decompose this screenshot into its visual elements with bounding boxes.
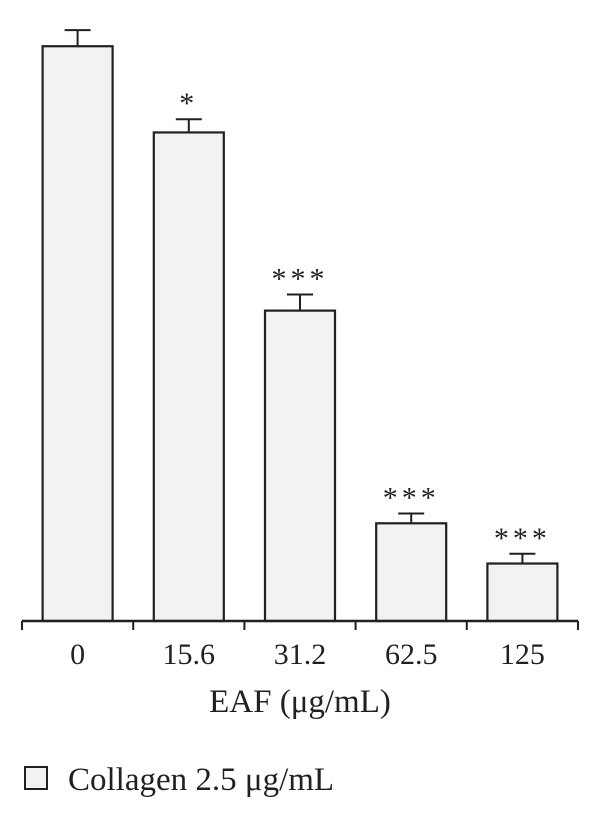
x-tick-label-31.2: 31.2 <box>274 638 327 671</box>
bar-62.5 <box>375 522 448 623</box>
error-bar-15.6 <box>175 118 202 133</box>
bar-15.6 <box>152 131 225 623</box>
significance-label-31.2: *** <box>272 263 329 296</box>
bar-31.2 <box>263 309 337 623</box>
x-tick-label-15.6: 15.6 <box>163 638 216 671</box>
error-bar-125 <box>509 552 536 564</box>
x-axis-title: EAF (μg/mL) <box>209 684 391 720</box>
bar-0 <box>41 45 114 623</box>
x-tick-label-125: 125 <box>500 638 545 671</box>
error-bar-62.5 <box>398 512 425 524</box>
error-bar-31.2 <box>287 293 313 311</box>
x-axis: 0 15.6 31.2 62.5 125 <box>21 619 579 671</box>
legend: Collagen 2.5 μg/mL <box>24 762 334 798</box>
x-tick-label-62.5: 62.5 <box>385 638 438 671</box>
legend-swatch <box>24 766 48 790</box>
x-tick-label-0: 0 <box>70 638 85 671</box>
bar-125 <box>486 562 559 623</box>
error-bar-0 <box>64 29 91 47</box>
significance-label-125: *** <box>494 522 551 555</box>
legend-label: Collagen 2.5 μg/mL <box>68 762 334 798</box>
significance-label-62.5: *** <box>383 482 440 515</box>
bars-layer: ********** <box>41 29 559 623</box>
significance-label-15.6: * <box>179 87 198 120</box>
